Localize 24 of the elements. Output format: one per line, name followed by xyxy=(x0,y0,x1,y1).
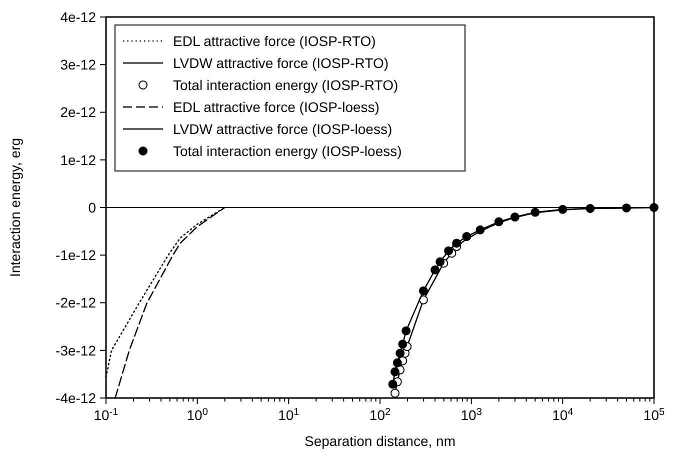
legend-label: LVDW attractive force (IOSP-loess) xyxy=(173,120,392,137)
legend-label: EDL attractive force (IOSP-loess) xyxy=(173,98,380,115)
legend-label: Total interaction energy (IOSP-RTO) xyxy=(173,76,398,93)
legend-label: LVDW attractive force (IOSP-RTO) xyxy=(173,54,388,71)
x-tick-label: 10$^{0}$ xyxy=(186,406,208,423)
y-tick-label: -3e-12 xyxy=(56,342,96,358)
y-tick-label: 3e-12 xyxy=(60,56,96,73)
x-tick-label: 10$^{3}$ xyxy=(460,406,482,423)
y-tick-label: -1e-12 xyxy=(56,247,96,264)
x-tick-label: 10$^{4}$ xyxy=(552,406,574,423)
legend-label: Total interaction energy (IOSP-loess) xyxy=(173,142,402,159)
y-tick-label: 4e-12 xyxy=(60,8,96,25)
y-tick-label: -2e-12 xyxy=(56,294,96,311)
y-tick-label: 0 xyxy=(88,199,96,216)
x-tick-label: 10$^{1}$ xyxy=(278,406,300,423)
y-tick-label: -4e-12 xyxy=(56,390,96,406)
x-tick-label: 10$^{-1}$ xyxy=(94,406,119,423)
y-axis-title: Interaction energy, erg xyxy=(7,138,23,278)
x-tick-label: 10$^{5}$ xyxy=(643,406,665,423)
x-tick-label: 10$^{2}$ xyxy=(369,406,391,423)
y-tick-label: 2e-12 xyxy=(60,104,96,120)
y-tick-label: 1e-12 xyxy=(60,152,96,168)
x-axis-title: Separation distance, nm xyxy=(304,433,456,449)
legend-label: EDL attractive force (IOSP-RTO) xyxy=(173,32,376,49)
